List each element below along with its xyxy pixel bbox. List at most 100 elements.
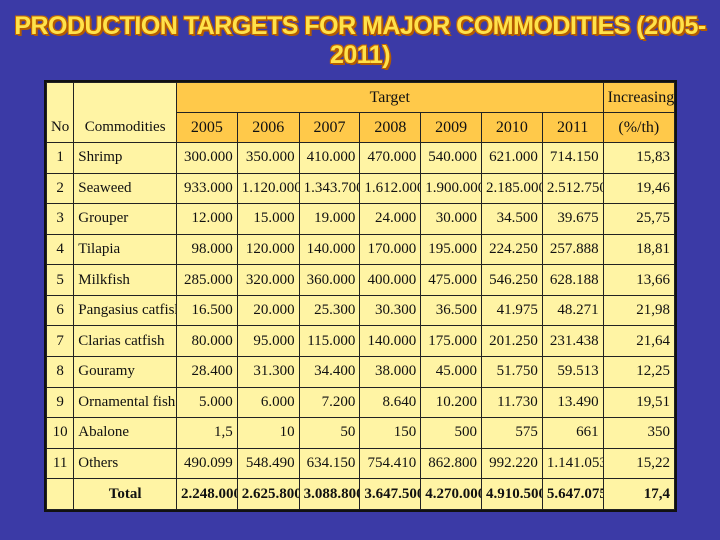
column-header-target: Target (175, 82, 604, 113)
year-header: 2009 (420, 112, 483, 143)
target-value: 992.220 (481, 447, 543, 480)
target-value: 2.185.000 (481, 172, 543, 205)
total-row: Total 2.248.000 2.625.800 3.088.800 3.647.50… (45, 478, 676, 510)
table-row: 4 Tilapia 98.000 120.000 140.000 170.000 195.0… (45, 233, 676, 266)
target-value: 862.800 (420, 447, 483, 480)
target-value: 1,5 (175, 417, 238, 449)
increase-value: 18,81 (602, 233, 676, 266)
target-value: 24.000 (359, 203, 422, 235)
table-row: 6 Pangasius catfish 16.500 20.000 25.300 30.3… (45, 294, 676, 327)
increase-value: 19,46 (602, 172, 676, 205)
row-number: 2 (45, 172, 75, 205)
target-value: 195.000 (420, 233, 483, 266)
year-header: 2011 (541, 112, 604, 143)
target-value: 45.000 (420, 356, 483, 388)
target-value: 28.400 (175, 356, 238, 388)
target-value: 224.250 (481, 233, 543, 266)
target-value: 95.000 (236, 325, 300, 358)
target-value: 257.888 (541, 233, 604, 266)
table-body: 1 Shrimp 300.000 350.000 410.000 470.000 540.0… (45, 142, 676, 510)
target-value: 170.000 (359, 233, 422, 266)
increase-value: 15,83 (602, 142, 676, 174)
target-value: 7.200 (298, 386, 361, 419)
table-row: 10 Abalone 1,5 10 50 150 500 575 661 350 (45, 417, 676, 449)
increase-value: 350 (602, 417, 676, 449)
total-value: 3.088.800 (298, 478, 361, 510)
row-number: 3 (45, 203, 75, 235)
target-value: 50 (298, 417, 361, 449)
target-value: 36.500 (420, 294, 483, 327)
target-value: 933.000 (175, 172, 238, 205)
target-value: 140.000 (298, 233, 361, 266)
commodity-name: Clarias catfish (73, 325, 177, 358)
target-value: 34.500 (481, 203, 543, 235)
total-value: 2.248.000 (175, 478, 238, 510)
row-number: 4 (45, 233, 75, 266)
target-value: 38.000 (359, 356, 422, 388)
target-value: 2.512.750 (541, 172, 604, 205)
total-empty-cell (45, 478, 75, 510)
increasing-unit-header: (%/th) (602, 112, 676, 143)
target-value: 16.500 (175, 294, 238, 327)
target-value: 115.000 (298, 325, 361, 358)
page-title: PRODUCTION TARGETS FOR MAJOR COMMODITIES… (14, 12, 706, 69)
total-increase: 17,4 (602, 478, 676, 510)
target-value: 621.000 (481, 142, 543, 174)
target-value: 231.438 (541, 325, 604, 358)
target-value: 1.612.000 (359, 172, 422, 205)
commodity-name: Abalone (73, 417, 177, 449)
target-value: 98.000 (175, 233, 238, 266)
row-number: 11 (45, 447, 75, 480)
year-header: 2005 (175, 112, 238, 143)
year-header: 2010 (481, 112, 543, 143)
row-number: 9 (45, 386, 75, 419)
total-value: 2.625.800 (236, 478, 300, 510)
target-value: 285.000 (175, 264, 238, 296)
target-value: 1.120.000 (236, 172, 300, 205)
target-value: 540.000 (420, 142, 483, 174)
commodity-name: Grouper (73, 203, 177, 235)
table-row: 9 Ornamental fish 5.000 6.000 7.200 8.640 10.2… (45, 386, 676, 419)
target-value: 10.200 (420, 386, 483, 419)
target-value: 41.975 (481, 294, 543, 327)
total-label: Total (73, 478, 177, 510)
target-value: 12.000 (175, 203, 238, 235)
commodity-name: Others (73, 447, 177, 480)
total-value: 4.910.500 (481, 478, 543, 510)
table-row: 5 Milkfish 285.000 320.000 360.000 400.000 475… (45, 264, 676, 296)
commodity-name: Gouramy (73, 356, 177, 388)
target-value: 714.150 (541, 142, 604, 174)
commodity-name: Pangasius catfish (73, 294, 177, 327)
row-number: 6 (45, 294, 75, 327)
target-value: 25.300 (298, 294, 361, 327)
target-value: 1.900.000 (420, 172, 483, 205)
column-header-no: No (45, 82, 75, 143)
increase-value: 21,64 (602, 325, 676, 358)
row-number: 8 (45, 356, 75, 388)
increase-value: 19,51 (602, 386, 676, 419)
target-value: 20.000 (236, 294, 300, 327)
target-value: 30.300 (359, 294, 422, 327)
target-value: 548.490 (236, 447, 300, 480)
increase-value: 15,22 (602, 447, 676, 480)
row-number: 10 (45, 417, 75, 449)
target-value: 575 (481, 417, 543, 449)
target-value: 175.000 (420, 325, 483, 358)
target-value: 120.000 (236, 233, 300, 266)
increase-value: 21,98 (602, 294, 676, 327)
production-table-container: No Commodities Target Increasing 2005 20… (44, 80, 677, 512)
increase-value: 25,75 (602, 203, 676, 235)
target-value: 400.000 (359, 264, 422, 296)
commodity-name: Tilapia (73, 233, 177, 266)
target-value: 754.410 (359, 447, 422, 480)
target-value: 546.250 (481, 264, 543, 296)
target-value: 10 (236, 417, 300, 449)
target-value: 500 (420, 417, 483, 449)
row-number: 7 (45, 325, 75, 358)
target-value: 410.000 (298, 142, 361, 174)
target-value: 634.150 (298, 447, 361, 480)
target-value: 11.730 (481, 386, 543, 419)
row-number: 1 (45, 142, 75, 174)
table-row: 1 Shrimp 300.000 350.000 410.000 470.000 540.0… (45, 142, 676, 174)
table-row: 8 Gouramy 28.400 31.300 34.400 38.000 45.000 51… (45, 356, 676, 388)
